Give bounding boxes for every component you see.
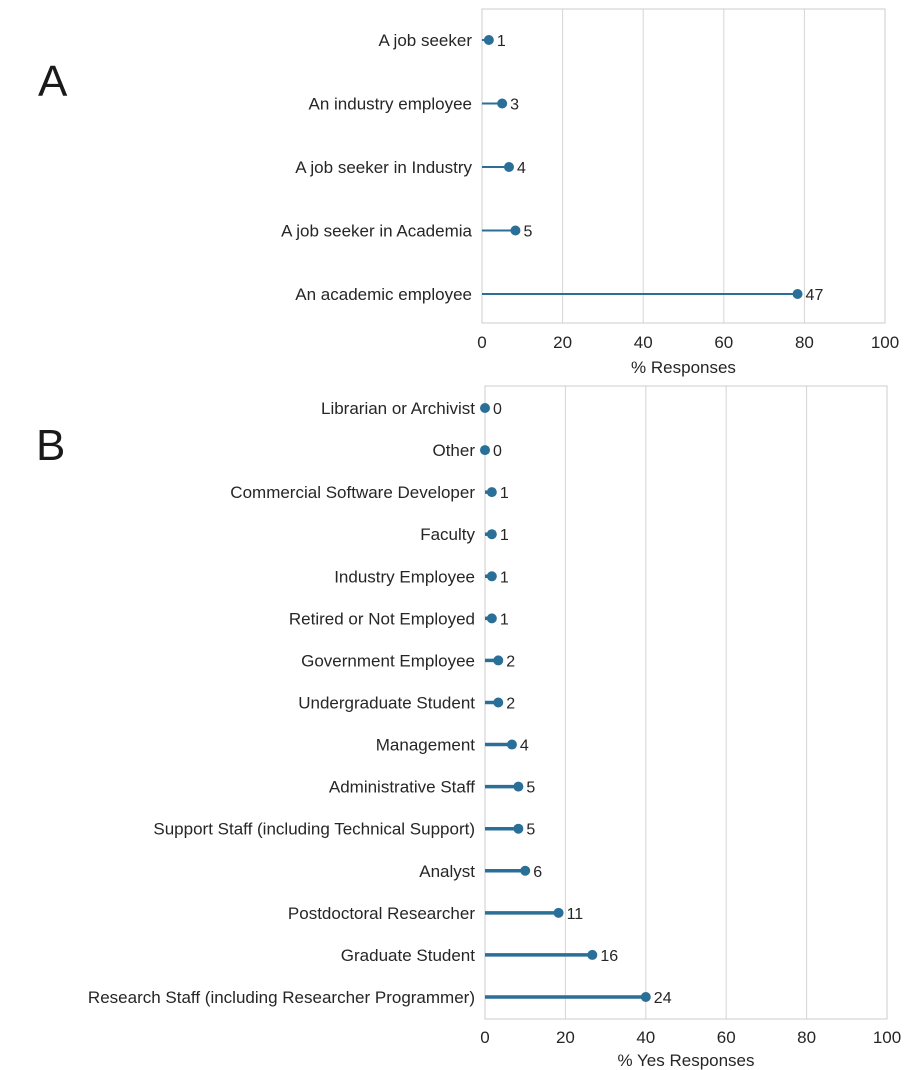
x-tick-label: 40 [634, 333, 653, 352]
x-tick-label: 0 [477, 333, 486, 352]
lollipop-dot [504, 162, 515, 172]
panel-label: A [38, 57, 68, 106]
category-label: A job seeker [378, 31, 472, 50]
category-label: A job seeker in Academia [281, 222, 472, 241]
data-label: 24 [654, 990, 672, 1007]
lollipop-dot [483, 35, 494, 45]
data-label: 1 [500, 485, 509, 502]
data-label: 47 [806, 287, 824, 304]
data-label: 2 [506, 653, 515, 670]
lollipop-dot [486, 613, 497, 624]
lollipop-dot [513, 781, 524, 792]
data-label: 5 [523, 224, 532, 241]
data-label: 5 [526, 822, 535, 839]
data-label: 5 [526, 780, 535, 797]
x-tick-label: 40 [636, 1028, 655, 1047]
panel-label: B [36, 421, 65, 470]
data-label: 0 [493, 443, 502, 460]
panel-a: A 0 20 40 60 80 100 % Responses A job seeker 1 An … [38, 8, 899, 377]
category-label: Support Staff (including Technical Suppo… [153, 820, 475, 839]
lollipop-dot [520, 865, 531, 876]
category-label: An industry employee [309, 95, 472, 114]
x-tick-label: 60 [714, 333, 733, 352]
category-label: Other [432, 441, 475, 460]
data-label: 4 [520, 738, 529, 755]
category-label: Retired or Not Employed [289, 609, 475, 628]
x-tick-label: 60 [717, 1028, 736, 1047]
data-label: 0 [493, 401, 502, 418]
category-label: Research Staff (including Researcher Pro… [88, 988, 475, 1007]
x-tick-label: 100 [871, 333, 899, 352]
lollipop-dot [486, 529, 497, 540]
data-label: 1 [500, 611, 509, 628]
x-tick-label: 100 [873, 1028, 901, 1047]
lollipop-dot [513, 823, 524, 834]
x-tick-label: 0 [480, 1028, 489, 1047]
lollipop-dot [553, 907, 564, 918]
x-tick-label: 20 [553, 333, 572, 352]
category-label: Government Employee [301, 651, 475, 670]
x-tick-label: 80 [795, 333, 814, 352]
category-label: Undergraduate Student [298, 693, 475, 712]
lollipop-dot [486, 487, 497, 498]
lollipop-dot [486, 571, 497, 582]
category-label: Administrative Staff [329, 778, 475, 797]
category-label: Librarian or Archivist [321, 399, 475, 418]
lollipop-dot [510, 225, 521, 236]
x-axis-title: % Yes Responses [617, 1051, 754, 1070]
lollipop-dot [587, 949, 598, 960]
data-label: 1 [500, 569, 509, 586]
category-label: A job seeker in Industry [295, 158, 472, 177]
lollipop-dot [480, 445, 490, 456]
lollipop-dot [480, 403, 490, 413]
data-label: 4 [517, 160, 526, 177]
lollipop-dot [497, 98, 508, 109]
x-axis-title: % Responses [631, 358, 736, 377]
lollipop-dot [493, 697, 504, 708]
data-label: 11 [567, 906, 584, 923]
category-label: Industry Employee [334, 567, 475, 586]
data-label: 3 [510, 97, 519, 114]
lollipop-dot [792, 289, 803, 299]
lollipop-dot [493, 655, 504, 666]
category-label: Postdoctoral Researcher [288, 904, 475, 923]
data-label: 16 [600, 948, 618, 965]
category-label: Faculty [420, 525, 475, 544]
lollipop-dot [506, 739, 517, 750]
x-tick-label: 80 [797, 1028, 816, 1047]
x-tick-label: 20 [556, 1028, 575, 1047]
category-label: Graduate Student [341, 946, 475, 965]
data-label: 1 [497, 33, 506, 50]
category-label: Management [376, 736, 476, 755]
data-label: 1 [500, 527, 509, 544]
data-label: 6 [533, 864, 542, 881]
category-label: Commercial Software Developer [230, 483, 475, 502]
plot-frame [484, 385, 888, 1020]
plot-frame [481, 8, 886, 324]
lollipop-dot [640, 991, 651, 1002]
category-label: Analyst [419, 862, 475, 881]
category-label: An academic employee [295, 285, 472, 304]
data-label: 2 [506, 695, 515, 712]
